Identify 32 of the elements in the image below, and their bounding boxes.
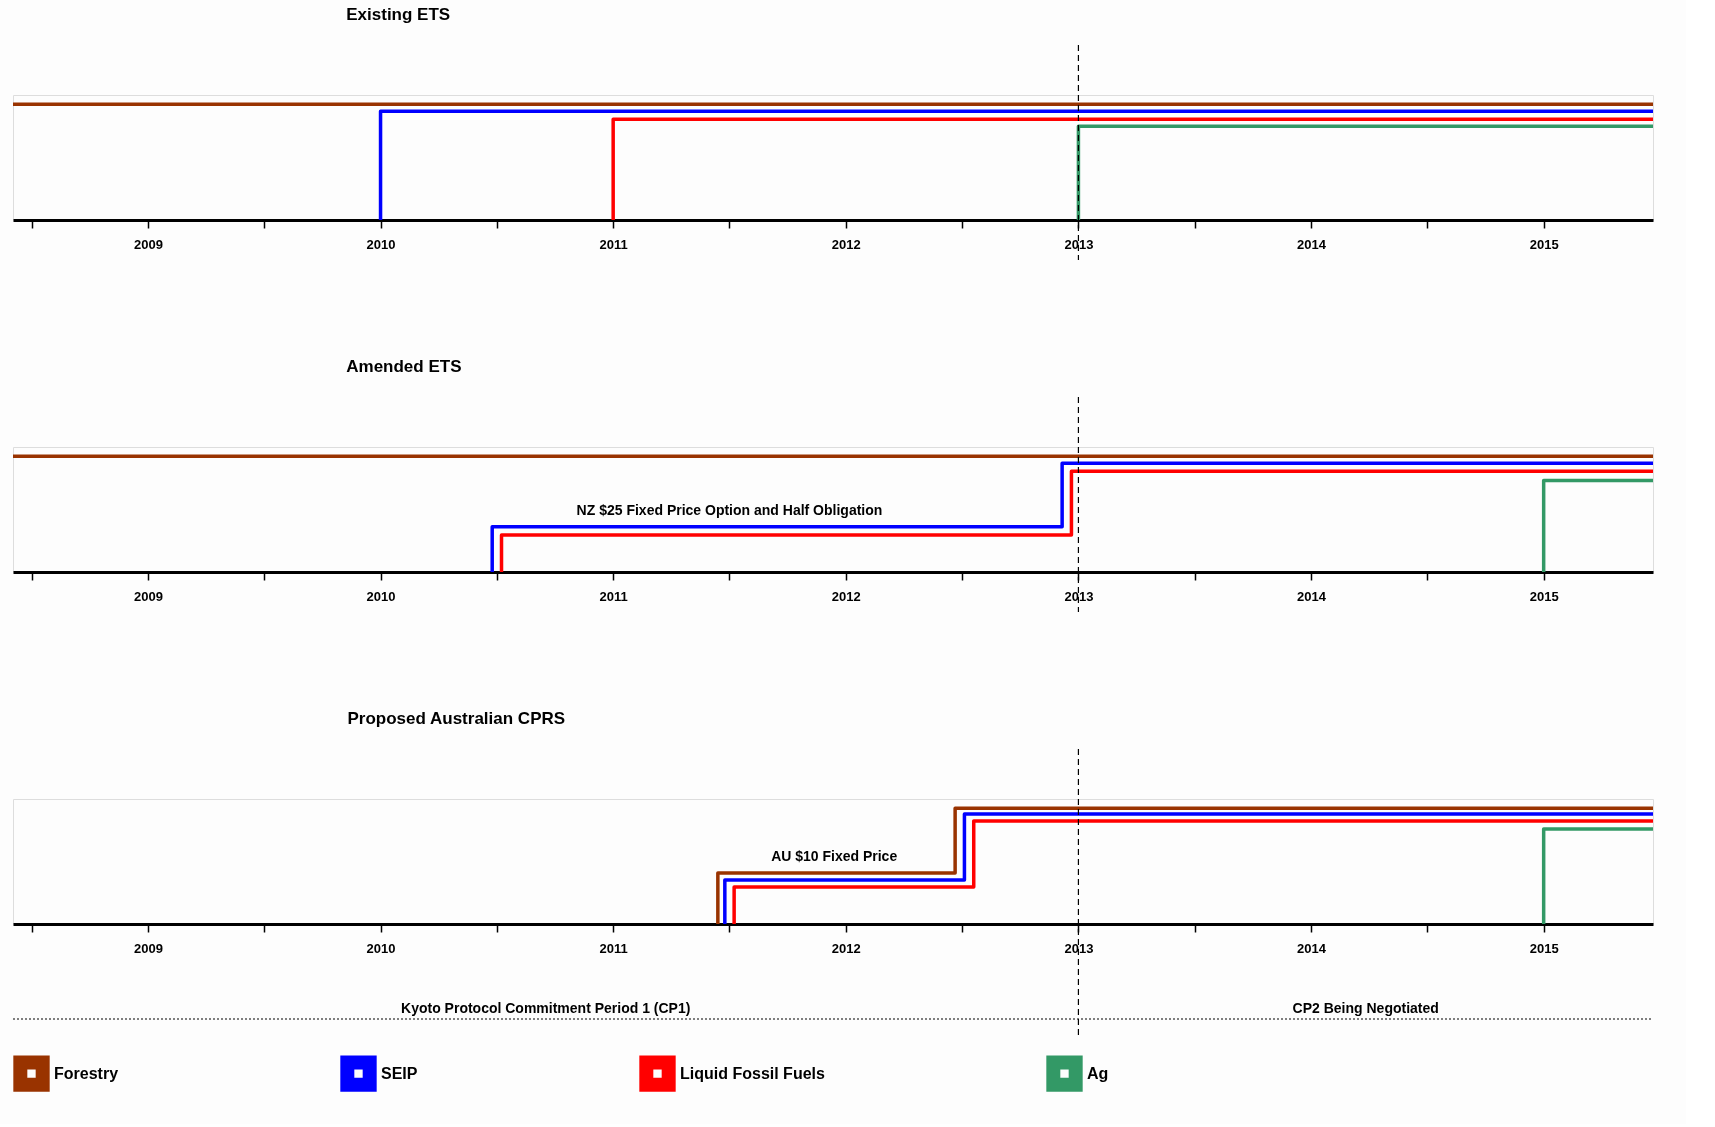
x-tick-label: 2010 [366, 940, 396, 956]
annotation: AU $10 Fixed Price [771, 848, 898, 865]
text: Kyoto Protocol Commitment Period 1 (CP1) [401, 1000, 691, 1016]
legend-label: Liquid Fossil Fuels [680, 1064, 825, 1082]
x-tick-label: 2012 [831, 940, 861, 956]
x-tick-label: 2012 [831, 236, 861, 252]
x-tick-label: 2009 [133, 940, 163, 956]
chart-title: Proposed Australian CPRS [347, 709, 566, 729]
chart-title: Amended ETS [346, 357, 462, 377]
chart-title: Existing ETS [346, 5, 451, 25]
x-tick-label: 2010 [366, 588, 396, 604]
x-tick-label: 2012 [831, 588, 861, 604]
text: CP2 Being Negotiated [1292, 1000, 1439, 1016]
legend-label: SEIP [381, 1064, 418, 1082]
x-tick-label: 2013 [1064, 588, 1094, 604]
annotation: NZ $25 Fixed Price Option and Half Obligation [576, 501, 883, 518]
x-tick-label: 2011 [599, 940, 628, 956]
x-tick-label: 2010 [366, 236, 396, 252]
x-tick-label: 2015 [1529, 236, 1559, 252]
x-tick-label: 2014 [1297, 588, 1327, 604]
x-tick-label: 2014 [1297, 236, 1327, 252]
x-tick-label: 2011 [599, 588, 628, 604]
legend-label: Forestry [54, 1064, 119, 1082]
x-tick-label: 2011 [599, 236, 628, 252]
legend-label: Ag [1087, 1064, 1109, 1082]
x-tick-label: 2015 [1529, 940, 1559, 956]
x-tick-label: 2013 [1064, 940, 1094, 956]
x-tick-label: 2009 [133, 588, 163, 604]
x-tick-label: 2013 [1064, 236, 1094, 252]
x-tick-label: 2015 [1529, 588, 1559, 604]
x-tick-label: 2009 [133, 236, 163, 252]
x-tick-label: 2014 [1297, 940, 1327, 956]
